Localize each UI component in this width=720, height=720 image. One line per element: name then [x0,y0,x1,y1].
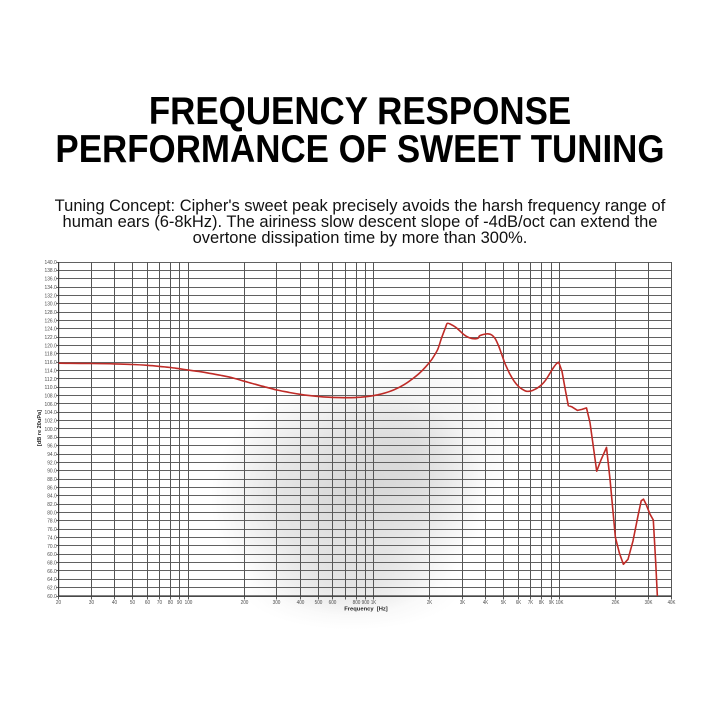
svg-text:40: 40 [112,600,117,606]
svg-text:132.0: 132.0 [45,293,57,299]
svg-text:1K: 1K [371,600,376,606]
svg-text:64.0: 64.0 [47,577,57,583]
svg-text:124.0: 124.0 [45,327,57,333]
svg-text:3K: 3K [460,600,465,606]
svg-text:76.0: 76.0 [47,527,57,533]
svg-text:80.0: 80.0 [47,510,57,516]
svg-text:100: 100 [185,600,193,606]
svg-text:80: 80 [168,600,173,606]
svg-text:30K: 30K [645,600,653,606]
svg-text:60.0: 60.0 [47,552,57,558]
svg-text:66.0: 66.0 [47,569,57,575]
svg-text:4K: 4K [483,600,488,606]
svg-text:20K: 20K [612,600,620,606]
svg-text:122.0: 122.0 [45,335,57,341]
svg-text:90: 90 [177,600,182,606]
svg-text:60: 60 [145,600,150,606]
svg-text:10K: 10K [556,600,564,606]
svg-text:900: 900 [362,600,370,606]
svg-text:130.0: 130.0 [45,302,57,308]
svg-text:106.0: 106.0 [45,402,57,408]
svg-text:94.0: 94.0 [47,452,57,458]
svg-text:6K: 6K [516,600,521,606]
svg-text:118.0: 118.0 [45,352,57,358]
svg-text:108.0: 108.0 [45,393,57,399]
svg-text:138.0: 138.0 [45,268,57,274]
svg-text:110.0: 110.0 [45,385,57,391]
svg-text:128.0: 128.0 [45,310,57,316]
svg-text:84.0: 84.0 [47,494,57,500]
svg-text:9K: 9K [549,600,554,606]
svg-text:60.0: 60.0 [47,594,57,600]
svg-text:82.0: 82.0 [47,502,57,508]
svg-text:200: 200 [241,600,249,606]
svg-text:140.0: 140.0 [45,260,57,266]
svg-text:126.0: 126.0 [45,318,57,324]
svg-text:78.0: 78.0 [47,519,57,525]
svg-text:74.0: 74.0 [47,535,57,541]
svg-text:102.0: 102.0 [45,419,57,425]
svg-text:92.0: 92.0 [47,460,57,466]
svg-text:100.0: 100.0 [45,427,57,433]
svg-text:120.0: 120.0 [45,343,57,349]
svg-text:5K: 5K [501,600,506,606]
svg-text:90.0: 90.0 [47,469,57,475]
svg-text:2K: 2K [427,600,432,606]
svg-text:400: 400 [297,600,305,606]
svg-text:134.0: 134.0 [45,285,57,291]
svg-text:116.0: 116.0 [45,360,57,366]
svg-text:300: 300 [273,600,281,606]
svg-text:600: 600 [329,600,337,606]
svg-text:500: 500 [315,600,323,606]
svg-text:68.0: 68.0 [47,560,57,566]
svg-text:50: 50 [130,600,135,606]
svg-text:[dB re 20uPa]: [dB re 20uPa] [37,410,43,446]
svg-text:40K: 40K [668,600,676,606]
svg-text:20: 20 [56,600,61,606]
svg-text:136.0: 136.0 [45,277,57,283]
svg-text:104.0: 104.0 [45,410,57,416]
svg-text:86.0: 86.0 [47,485,57,491]
svg-text:70: 70 [157,600,162,606]
svg-text:88.0: 88.0 [47,477,57,483]
svg-text:7K: 7K [528,600,533,606]
svg-text:112.0: 112.0 [45,377,57,383]
svg-text:8K: 8K [539,600,544,606]
svg-text:70.0: 70.0 [47,544,57,550]
svg-text:30: 30 [89,600,94,606]
svg-text:800: 800 [353,600,361,606]
svg-text:62.0: 62.0 [47,586,57,592]
svg-text:96.0: 96.0 [47,444,57,450]
svg-text:Frequency [Hz]: Frequency [Hz] [344,607,388,613]
svg-text:98.0: 98.0 [47,435,57,441]
svg-text:114.0: 114.0 [45,368,57,374]
